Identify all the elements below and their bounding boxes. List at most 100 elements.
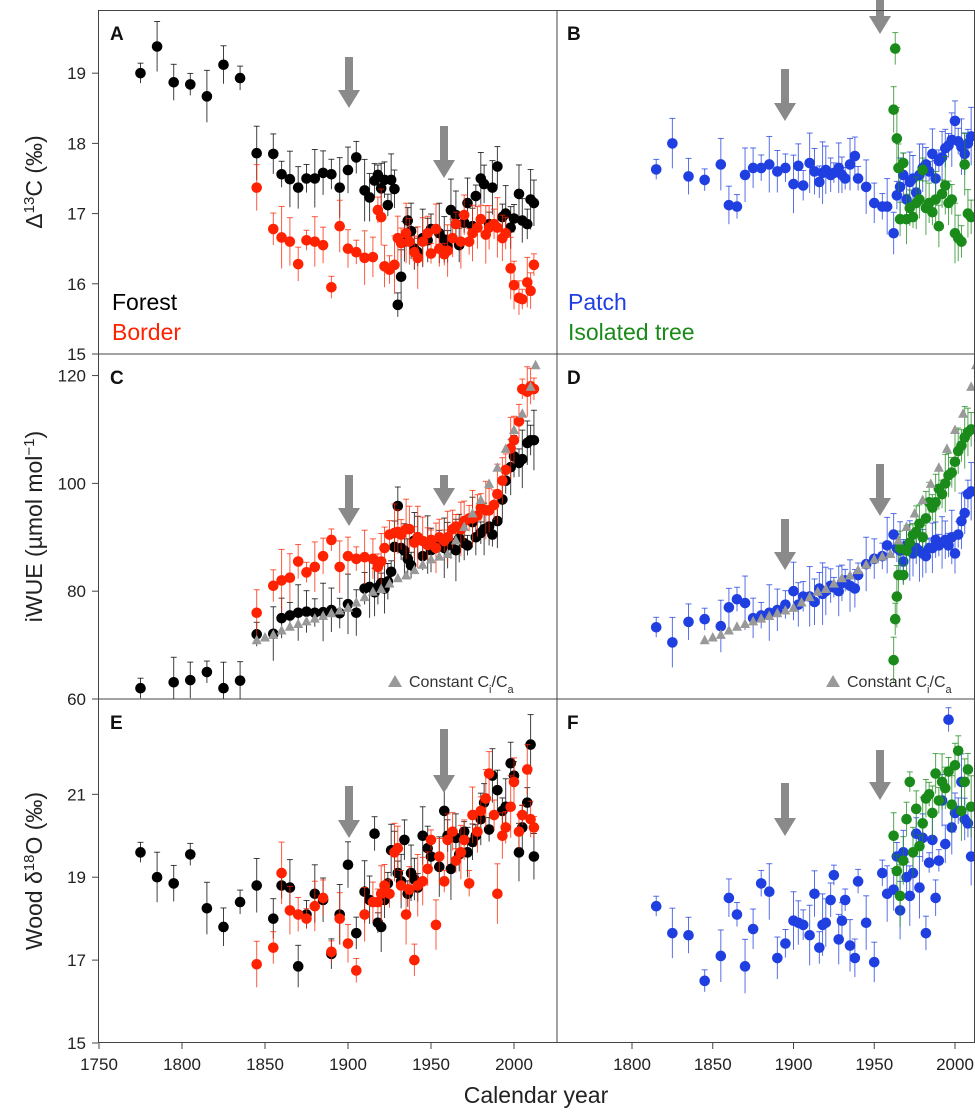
data-point	[185, 674, 196, 686]
arrow-head	[869, 16, 891, 34]
data-point	[334, 182, 346, 193]
data-point	[497, 475, 508, 486]
data-point	[740, 618, 751, 629]
arrow-shaft	[345, 786, 353, 820]
data-point	[492, 462, 503, 472]
data-point	[500, 208, 512, 219]
data-point	[513, 416, 525, 427]
data-point	[936, 488, 948, 500]
data-point	[707, 632, 718, 642]
data-point	[422, 863, 433, 875]
data-point	[301, 913, 312, 924]
data-point	[375, 888, 387, 900]
data-point	[505, 801, 516, 813]
data-point	[683, 929, 694, 941]
data-point	[723, 602, 735, 613]
legend-triangle-icon	[826, 675, 840, 687]
data-point	[260, 632, 270, 642]
data-point	[392, 500, 404, 512]
data-point	[920, 927, 932, 939]
data-point	[755, 162, 767, 174]
data-point	[342, 938, 354, 949]
data-point	[492, 161, 503, 172]
data-point	[891, 133, 903, 144]
data-point	[467, 508, 478, 518]
data-point	[505, 263, 516, 274]
data-point	[723, 625, 734, 635]
data-point	[699, 613, 710, 625]
data-point	[483, 768, 495, 779]
data-point	[930, 496, 941, 508]
arrow-marker	[774, 69, 796, 121]
data-point	[508, 213, 520, 224]
data-point	[828, 869, 840, 881]
series-forest	[135, 21, 540, 317]
legend-constant-label: Constant Ci/Ca	[409, 674, 515, 696]
data-point	[488, 499, 500, 511]
data-point	[731, 201, 743, 212]
y-tick-label: 120	[58, 367, 86, 386]
data-point	[513, 188, 525, 200]
arrow-marker	[338, 475, 360, 526]
data-point	[218, 682, 229, 694]
x-tick-label: 1900	[775, 1055, 813, 1074]
data-point	[292, 556, 304, 567]
data-point	[500, 443, 511, 453]
data-point	[392, 299, 404, 311]
data-point	[936, 188, 948, 200]
data-point	[480, 793, 492, 804]
y-axis-label: Wood δ18O (‰)	[21, 792, 48, 950]
data-point	[399, 834, 410, 846]
data-point	[351, 152, 362, 163]
data-point	[450, 534, 461, 545]
data-point	[965, 801, 975, 813]
arrow-marker	[433, 475, 455, 506]
data-point	[877, 867, 888, 879]
data-point	[450, 218, 462, 230]
data-point	[392, 842, 404, 854]
data-point	[772, 952, 783, 964]
arrow-marker	[433, 729, 455, 793]
arrow-head	[433, 775, 455, 793]
data-point	[828, 578, 839, 588]
data-point	[399, 545, 410, 557]
data-point	[326, 946, 337, 958]
data-point	[956, 440, 967, 451]
data-point	[292, 182, 304, 193]
arrow-head	[338, 90, 360, 108]
data-point	[372, 896, 384, 908]
data-point	[467, 809, 478, 821]
data-point	[917, 531, 928, 543]
data-point	[936, 152, 948, 163]
x-tick-label: 1850	[246, 1055, 284, 1074]
data-point	[472, 826, 483, 837]
legend-triangle-icon	[388, 675, 402, 687]
data-point	[367, 553, 379, 565]
data-point	[959, 776, 970, 788]
data-point	[860, 181, 872, 193]
data-point	[747, 923, 759, 935]
data-point	[715, 950, 727, 962]
arrow-shaft	[440, 729, 448, 775]
arrow-marker	[869, 750, 891, 800]
data-point	[430, 223, 442, 235]
data-point	[395, 271, 407, 283]
data-point	[793, 160, 804, 172]
data-point	[930, 768, 941, 779]
data-point	[309, 173, 321, 184]
data-point	[292, 607, 304, 619]
data-point	[650, 622, 662, 633]
legends: Forest Border Patch Isolated tree Constant C…	[112, 289, 953, 696]
data-point	[917, 164, 928, 176]
data-point	[844, 940, 856, 951]
data-point	[949, 760, 961, 771]
arrow-marker	[774, 783, 796, 836]
data-point	[731, 621, 742, 631]
data-point	[425, 248, 437, 259]
arrow-shaft	[876, 0, 884, 16]
data-point	[772, 166, 783, 177]
data-point	[442, 834, 453, 846]
data-point	[309, 607, 321, 619]
data-point	[772, 607, 783, 618]
data-point	[950, 424, 960, 434]
